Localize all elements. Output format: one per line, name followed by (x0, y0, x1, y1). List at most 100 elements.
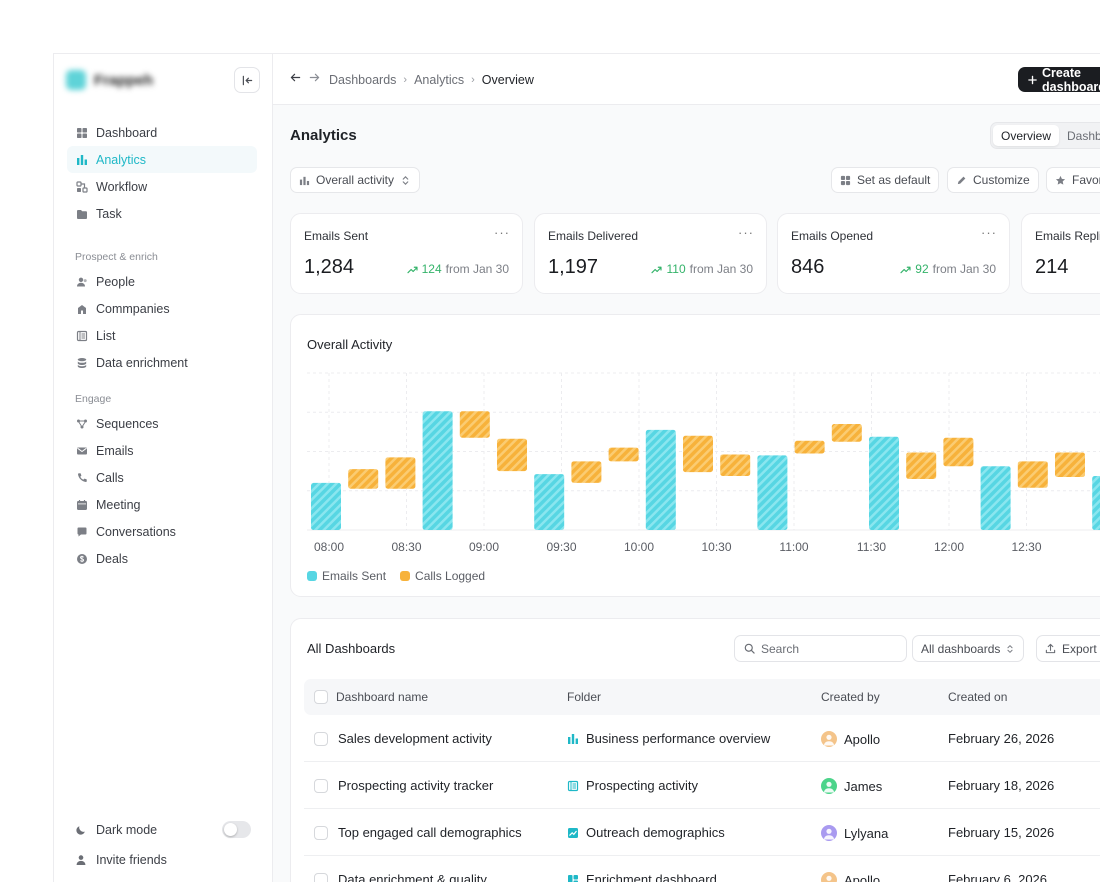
column-folder[interactable]: Folder (567, 690, 602, 704)
sidebar-item-emails[interactable]: Emails (67, 437, 257, 464)
sidebar-item-commpanies[interactable]: Commpanies (67, 295, 257, 322)
bar-calls-logged[interactable] (943, 437, 974, 467)
nav-icon (75, 153, 88, 166)
search-placeholder: Search (761, 641, 800, 656)
export-label: Export (1062, 641, 1097, 656)
bar-calls-logged[interactable] (497, 438, 527, 472)
bar-calls-logged[interactable] (720, 454, 751, 477)
table-row[interactable]: Top engaged call demographics Outreach de… (304, 809, 1100, 856)
more-options-icon[interactable]: ··· (981, 225, 997, 240)
bar-calls-logged[interactable] (683, 435, 713, 473)
legend-emails-sent[interactable]: Emails Sent (307, 569, 386, 583)
sequences-icon (76, 419, 87, 428)
set-default-label: Set as default (857, 173, 931, 187)
bar-emails-sent[interactable] (869, 436, 899, 530)
bar-emails-sent[interactable] (534, 474, 565, 530)
bar-calls-logged[interactable] (348, 469, 379, 489)
sidebar-item-analytics[interactable]: Analytics (67, 146, 257, 173)
table-row[interactable]: Sales development activity Business perfo… (304, 715, 1100, 762)
brand[interactable]: Frappeh (66, 68, 206, 92)
favorite-button[interactable]: Favorite (1046, 167, 1100, 193)
dashboard-filter-select[interactable]: All dashboards (912, 635, 1024, 662)
sidebar-item-workflow[interactable]: Workflow (67, 173, 257, 200)
search-input[interactable]: Search (734, 635, 907, 662)
bar-emails-sent[interactable] (645, 429, 676, 530)
bar-emails-sent[interactable] (757, 455, 788, 530)
stat-card-emails-delivered[interactable]: Emails Delivered ··· 1,197 110 from Jan 30 (534, 213, 767, 294)
filter-value: All dashboards (921, 641, 1001, 656)
plus-icon (1028, 75, 1037, 84)
bar-calls-logged[interactable] (459, 411, 490, 438)
nav-icon (75, 498, 88, 511)
sidebar-item-deals[interactable]: Deals (67, 545, 257, 572)
bar-calls-logged[interactable] (608, 447, 639, 462)
folder-type-icon (567, 874, 579, 882)
set-default-button[interactable]: Set as default (831, 167, 940, 193)
stat-card-emails-opened[interactable]: Emails Opened ··· 846 92 from Jan 30 (777, 213, 1010, 294)
collapse-sidebar-button[interactable] (234, 67, 260, 93)
row-checkbox[interactable] (314, 873, 328, 882)
stat-delta: 92 from Jan 30 (900, 262, 996, 276)
dashboard-name[interactable]: Prospecting activity tracker (338, 778, 494, 793)
bar-calls-logged[interactable] (1017, 461, 1048, 488)
row-checkbox[interactable] (314, 779, 328, 793)
sidebar-item-people[interactable]: People (67, 268, 257, 295)
breadcrumb-analytics[interactable]: Analytics (414, 73, 465, 87)
table-row[interactable]: Data enrichment & quality Enrichment dash… (304, 856, 1100, 882)
bar-calls-logged[interactable] (794, 440, 825, 454)
sidebar-item-list[interactable]: List (67, 322, 257, 349)
row-checkbox[interactable] (314, 732, 328, 746)
sidebar-item-sequences[interactable]: Sequences (67, 410, 257, 437)
bar-calls-logged[interactable] (906, 452, 937, 479)
bar-calls-logged[interactable] (1055, 452, 1085, 478)
nav-icon (75, 444, 88, 457)
column-created-on[interactable]: Created on (948, 690, 1008, 704)
legend-calls-logged[interactable]: Calls Logged (400, 569, 485, 583)
bar-emails-sent[interactable] (422, 411, 453, 530)
breadcrumb-dashboards[interactable]: Dashboards (329, 73, 397, 87)
more-options-icon[interactable]: ··· (738, 225, 754, 240)
column-dashboard-name[interactable]: Dashboard name (336, 690, 429, 704)
select-all-checkbox[interactable] (314, 690, 328, 704)
stat-card-emails-replied[interactable]: Emails Replied···214 (1021, 213, 1100, 294)
sidebar-item-conversations[interactable]: Conversations (67, 518, 257, 545)
dark-mode-toggle[interactable] (222, 821, 251, 838)
sidebar-item-dashboard[interactable]: Dashboard (67, 119, 257, 146)
nav-icon (75, 302, 88, 315)
legend-label-calls-logged: Calls Logged (415, 569, 486, 583)
back-arrow-icon[interactable] (290, 72, 301, 83)
tab-dashboards[interactable]: Dashboards (1067, 128, 1100, 143)
sidebar-item-data-enrichment[interactable]: Data enrichment (67, 349, 257, 376)
moon-icon (76, 826, 85, 835)
sidebar-item-label: Meeting (96, 497, 141, 512)
table-row[interactable]: Prospecting activity tracker Prospecting … (304, 762, 1100, 809)
bar-emails-sent[interactable] (1092, 476, 1100, 530)
history-nav (290, 72, 320, 83)
bar-emails-sent[interactable] (311, 482, 341, 530)
stat-card-emails-sent[interactable]: Emails Sent ··· 1,284 124 from Jan 30 (290, 213, 523, 294)
bar-calls-logged[interactable] (385, 457, 416, 489)
dashboard-name[interactable]: Sales development activity (338, 731, 492, 746)
sidebar-item-task[interactable]: Task (67, 200, 257, 227)
more-options-icon[interactable]: ··· (494, 225, 510, 240)
sidebar-item-calls[interactable]: Calls (67, 464, 257, 491)
activity-select[interactable]: Overall activity (290, 167, 421, 193)
create-dashboard-button[interactable]: Create dashboard (1018, 66, 1100, 94)
chevron-updown-icon (402, 175, 409, 185)
dashboard-name[interactable]: Data enrichment & quality (338, 872, 487, 882)
export-button[interactable]: Export (1036, 635, 1100, 662)
column-created-by[interactable]: Created by (821, 690, 880, 704)
created-on: February 6, 2026 (948, 872, 1048, 882)
customize-button[interactable]: Customize (947, 167, 1039, 193)
calendar-icon (76, 499, 87, 510)
dashboard-name[interactable]: Top engaged call demographics (338, 825, 522, 840)
forward-arrow-icon[interactable] (309, 72, 320, 83)
tab-overview[interactable]: Overview (993, 125, 1060, 146)
bar-calls-logged[interactable] (831, 424, 862, 442)
stat-delta-from: from Jan 30 (689, 262, 753, 276)
row-checkbox[interactable] (314, 826, 328, 840)
bar-emails-sent[interactable] (980, 466, 1011, 530)
bar-calls-logged[interactable] (571, 461, 602, 483)
sidebar-item-meeting[interactable]: Meeting (67, 491, 257, 518)
invite-friends-link[interactable]: Invite friends (75, 853, 167, 867)
